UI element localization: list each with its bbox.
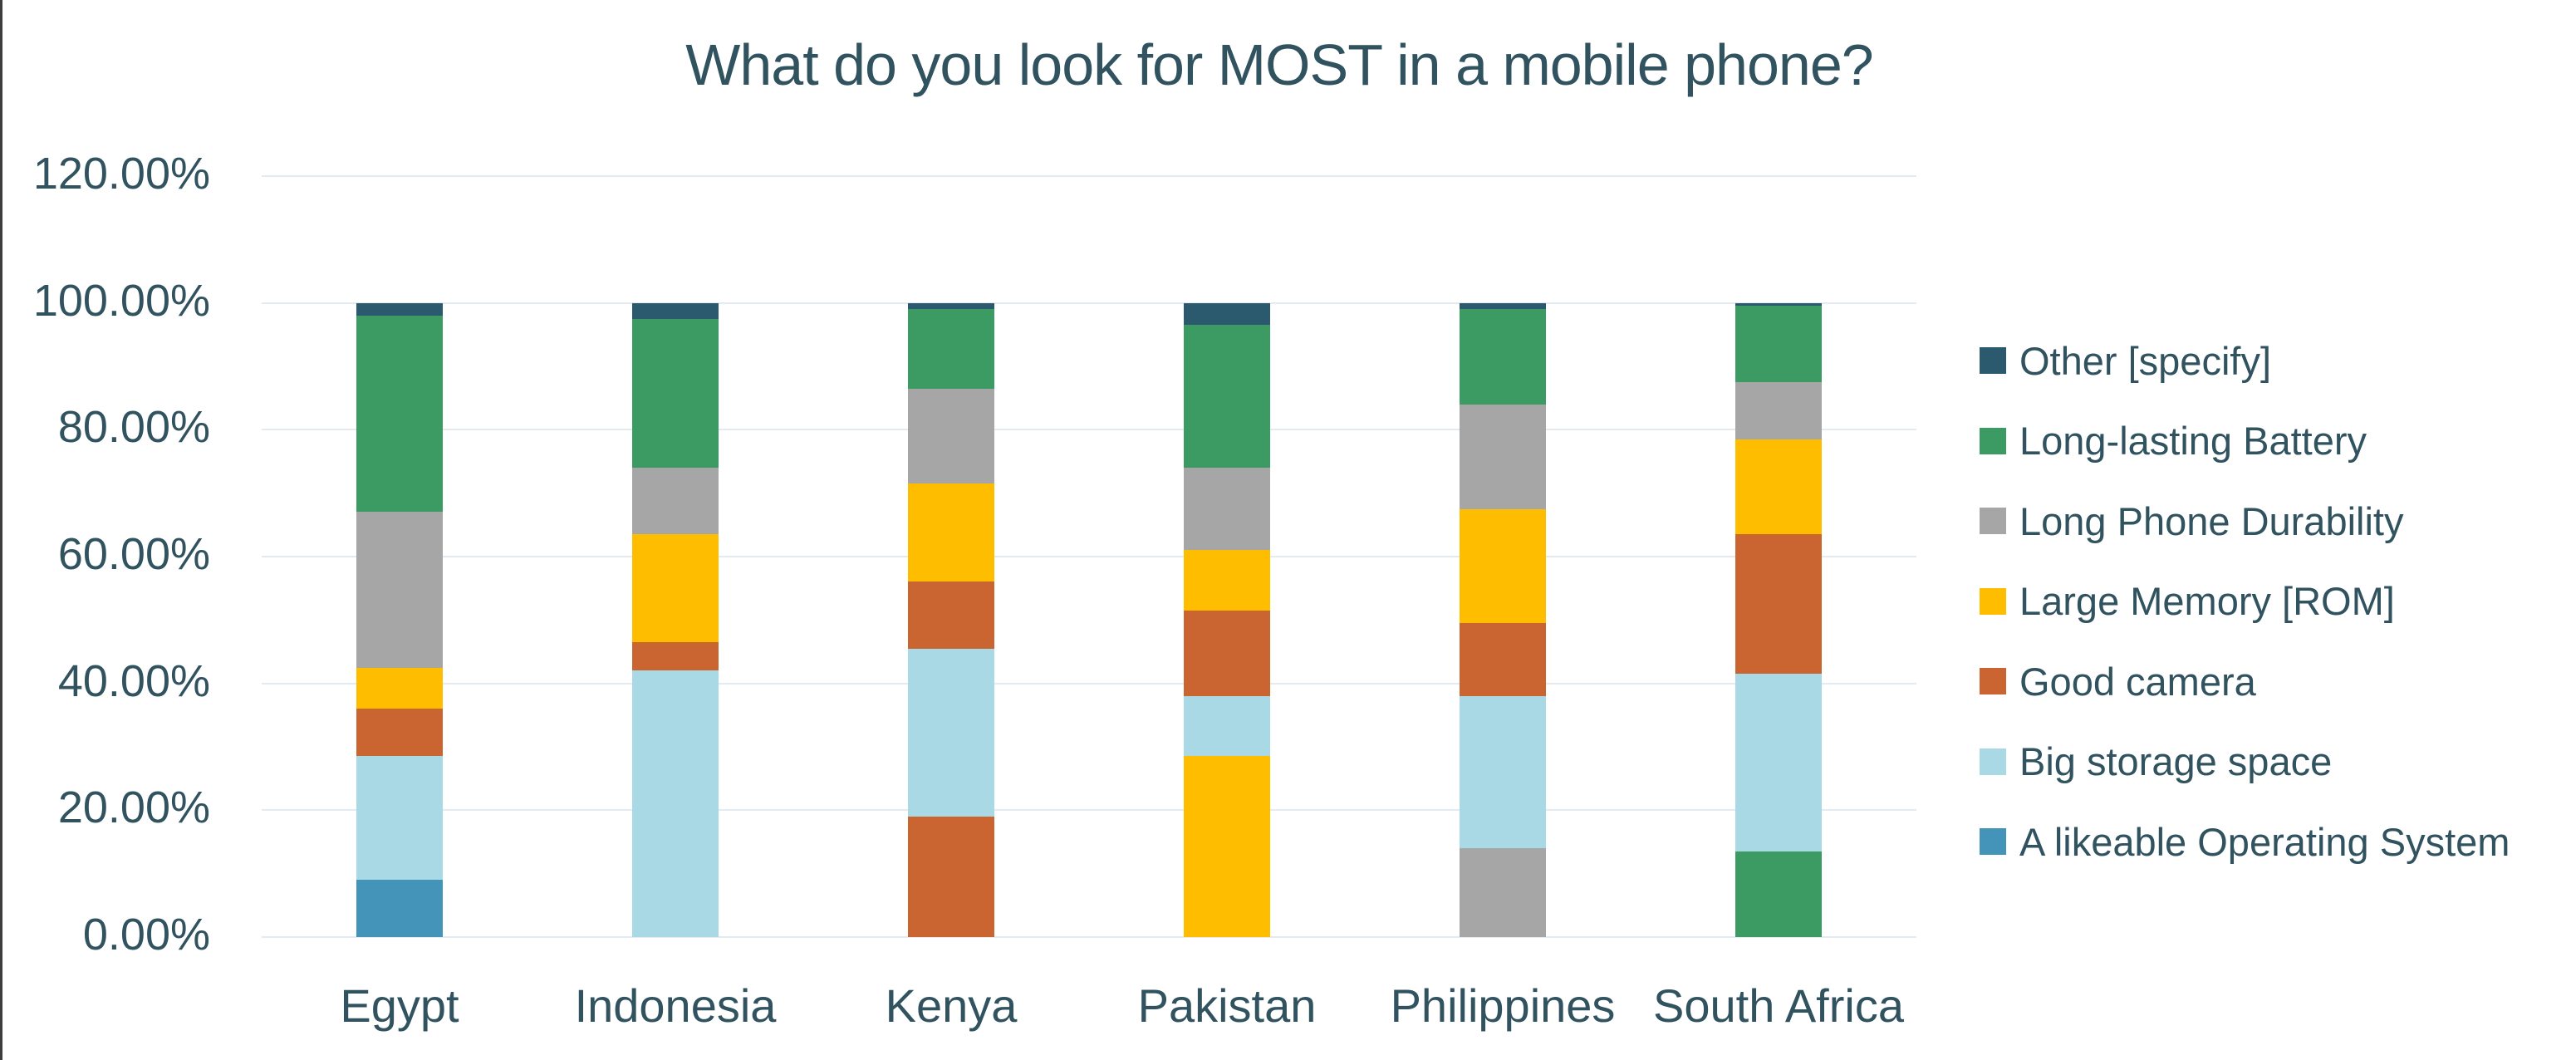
legend-swatch-icon (1980, 427, 2006, 454)
legend-item: Long Phone Durability (1980, 494, 2403, 547)
legend-swatch-icon (1980, 748, 2006, 775)
legend-label: Long-lasting Battery (2019, 419, 2367, 463)
bar-segment-south-africa (1735, 381, 1822, 439)
legend-item: Good camera (1980, 655, 2256, 708)
bar-segment-south-africa (1735, 306, 1822, 382)
bar-segment-egypt (356, 880, 443, 937)
y-axis-tick-label: 120.00% (32, 148, 210, 199)
gridline-60 (262, 555, 1916, 557)
bar-segment-indonesia (632, 468, 719, 535)
bar-segment-pakistan (1184, 610, 1270, 696)
legend-swatch-icon (1980, 668, 2006, 694)
gridline-20 (262, 809, 1916, 812)
legend-item: Large Memory [ROM] (1980, 575, 2395, 628)
bar-segment-pakistan (1184, 756, 1270, 937)
bar-segment-indonesia (632, 318, 719, 468)
bar-segment-indonesia (632, 670, 719, 937)
gridline-100 (262, 302, 1916, 304)
gridline-80 (262, 429, 1916, 431)
gridline-120 (262, 174, 1916, 177)
legend-swatch-icon (1980, 828, 2006, 855)
bar-segment-south-africa (1735, 302, 1822, 307)
y-axis-tick-label: 20.00% (57, 783, 210, 833)
bar-segment-philippines (1460, 404, 1546, 509)
legend-label: A likeable Operating System (2019, 819, 2510, 864)
legend-swatch-icon (1980, 508, 2006, 534)
legend-label: Long Phone Durability (2019, 498, 2404, 543)
bar-segment-egypt (356, 315, 443, 513)
legend-item: Long-lasting Battery (1980, 415, 2367, 468)
x-axis-label-south-africa: South Africa (1653, 979, 1904, 1032)
bar-segment-south-africa (1735, 674, 1822, 851)
bar-segment-kenya (908, 302, 994, 310)
bar-segment-philippines (1460, 848, 1546, 937)
bar-segment-philippines (1460, 508, 1546, 624)
bar-segment-south-africa (1735, 439, 1822, 535)
legend-item: Big storage space (1980, 735, 2332, 788)
bar-segment-egypt (356, 512, 443, 668)
bar-segment-egypt (356, 709, 443, 757)
x-axis-label-philippines: Philippines (1390, 979, 1616, 1032)
bar-segment-kenya (908, 648, 994, 817)
bar-segment-egypt (356, 302, 443, 316)
y-axis-tick-label: 100.00% (32, 275, 210, 326)
y-axis-tick-label: 60.00% (57, 528, 210, 579)
bar-segment-kenya (908, 483, 994, 582)
bar-segment-pakistan (1184, 325, 1270, 468)
bar-segment-egypt (356, 756, 443, 881)
legend-label: Large Memory [ROM] (2019, 579, 2395, 623)
bar-segment-pakistan (1184, 468, 1270, 551)
gridline-40 (262, 682, 1916, 685)
x-axis-label-egypt: Egypt (340, 979, 459, 1032)
legend-swatch-icon (1980, 587, 2006, 615)
bar-segment-pakistan (1184, 302, 1270, 326)
legend-label: Good camera (2019, 659, 2256, 704)
x-axis-label-pakistan: Pakistan (1137, 979, 1317, 1032)
bar-segment-indonesia (632, 641, 719, 671)
chart-title: What do you look for MOST in a mobile ph… (685, 32, 1873, 97)
y-axis-tick-label: 40.00% (57, 655, 210, 706)
bar-segment-kenya (908, 388, 994, 484)
bar-segment-egypt (356, 667, 443, 709)
legend-item: Other [specify] (1980, 334, 2271, 387)
bar-segment-philippines (1460, 623, 1546, 696)
y-axis-tick-label: 0.00% (82, 910, 210, 959)
x-axis-label-kenya: Kenya (885, 979, 1018, 1032)
bar-segment-kenya (908, 309, 994, 389)
bar-segment-philippines (1460, 695, 1546, 849)
legend-label: Big storage space (2019, 739, 2333, 783)
y-axis-tick-label: 80.00% (57, 402, 210, 453)
bar-segment-kenya (908, 816, 994, 937)
legend-swatch-icon (1980, 347, 2006, 374)
bar-segment-philippines (1460, 309, 1546, 405)
gridline-0 (262, 936, 1916, 938)
window-left-border (0, 0, 2, 1060)
legend-item: A likeable Operating System (1980, 815, 2510, 868)
bar-segment-south-africa (1735, 534, 1822, 675)
x-axis-label-indonesia: Indonesia (574, 979, 777, 1032)
bar-segment-indonesia (632, 534, 719, 642)
bar-segment-south-africa (1735, 851, 1822, 937)
bar-segment-philippines (1460, 302, 1546, 310)
bar-segment-pakistan (1184, 550, 1270, 611)
legend-label: Other [specify] (2019, 338, 2271, 383)
bar-segment-kenya (908, 582, 994, 649)
bar-segment-indonesia (632, 302, 719, 319)
bar-segment-pakistan (1184, 695, 1270, 757)
